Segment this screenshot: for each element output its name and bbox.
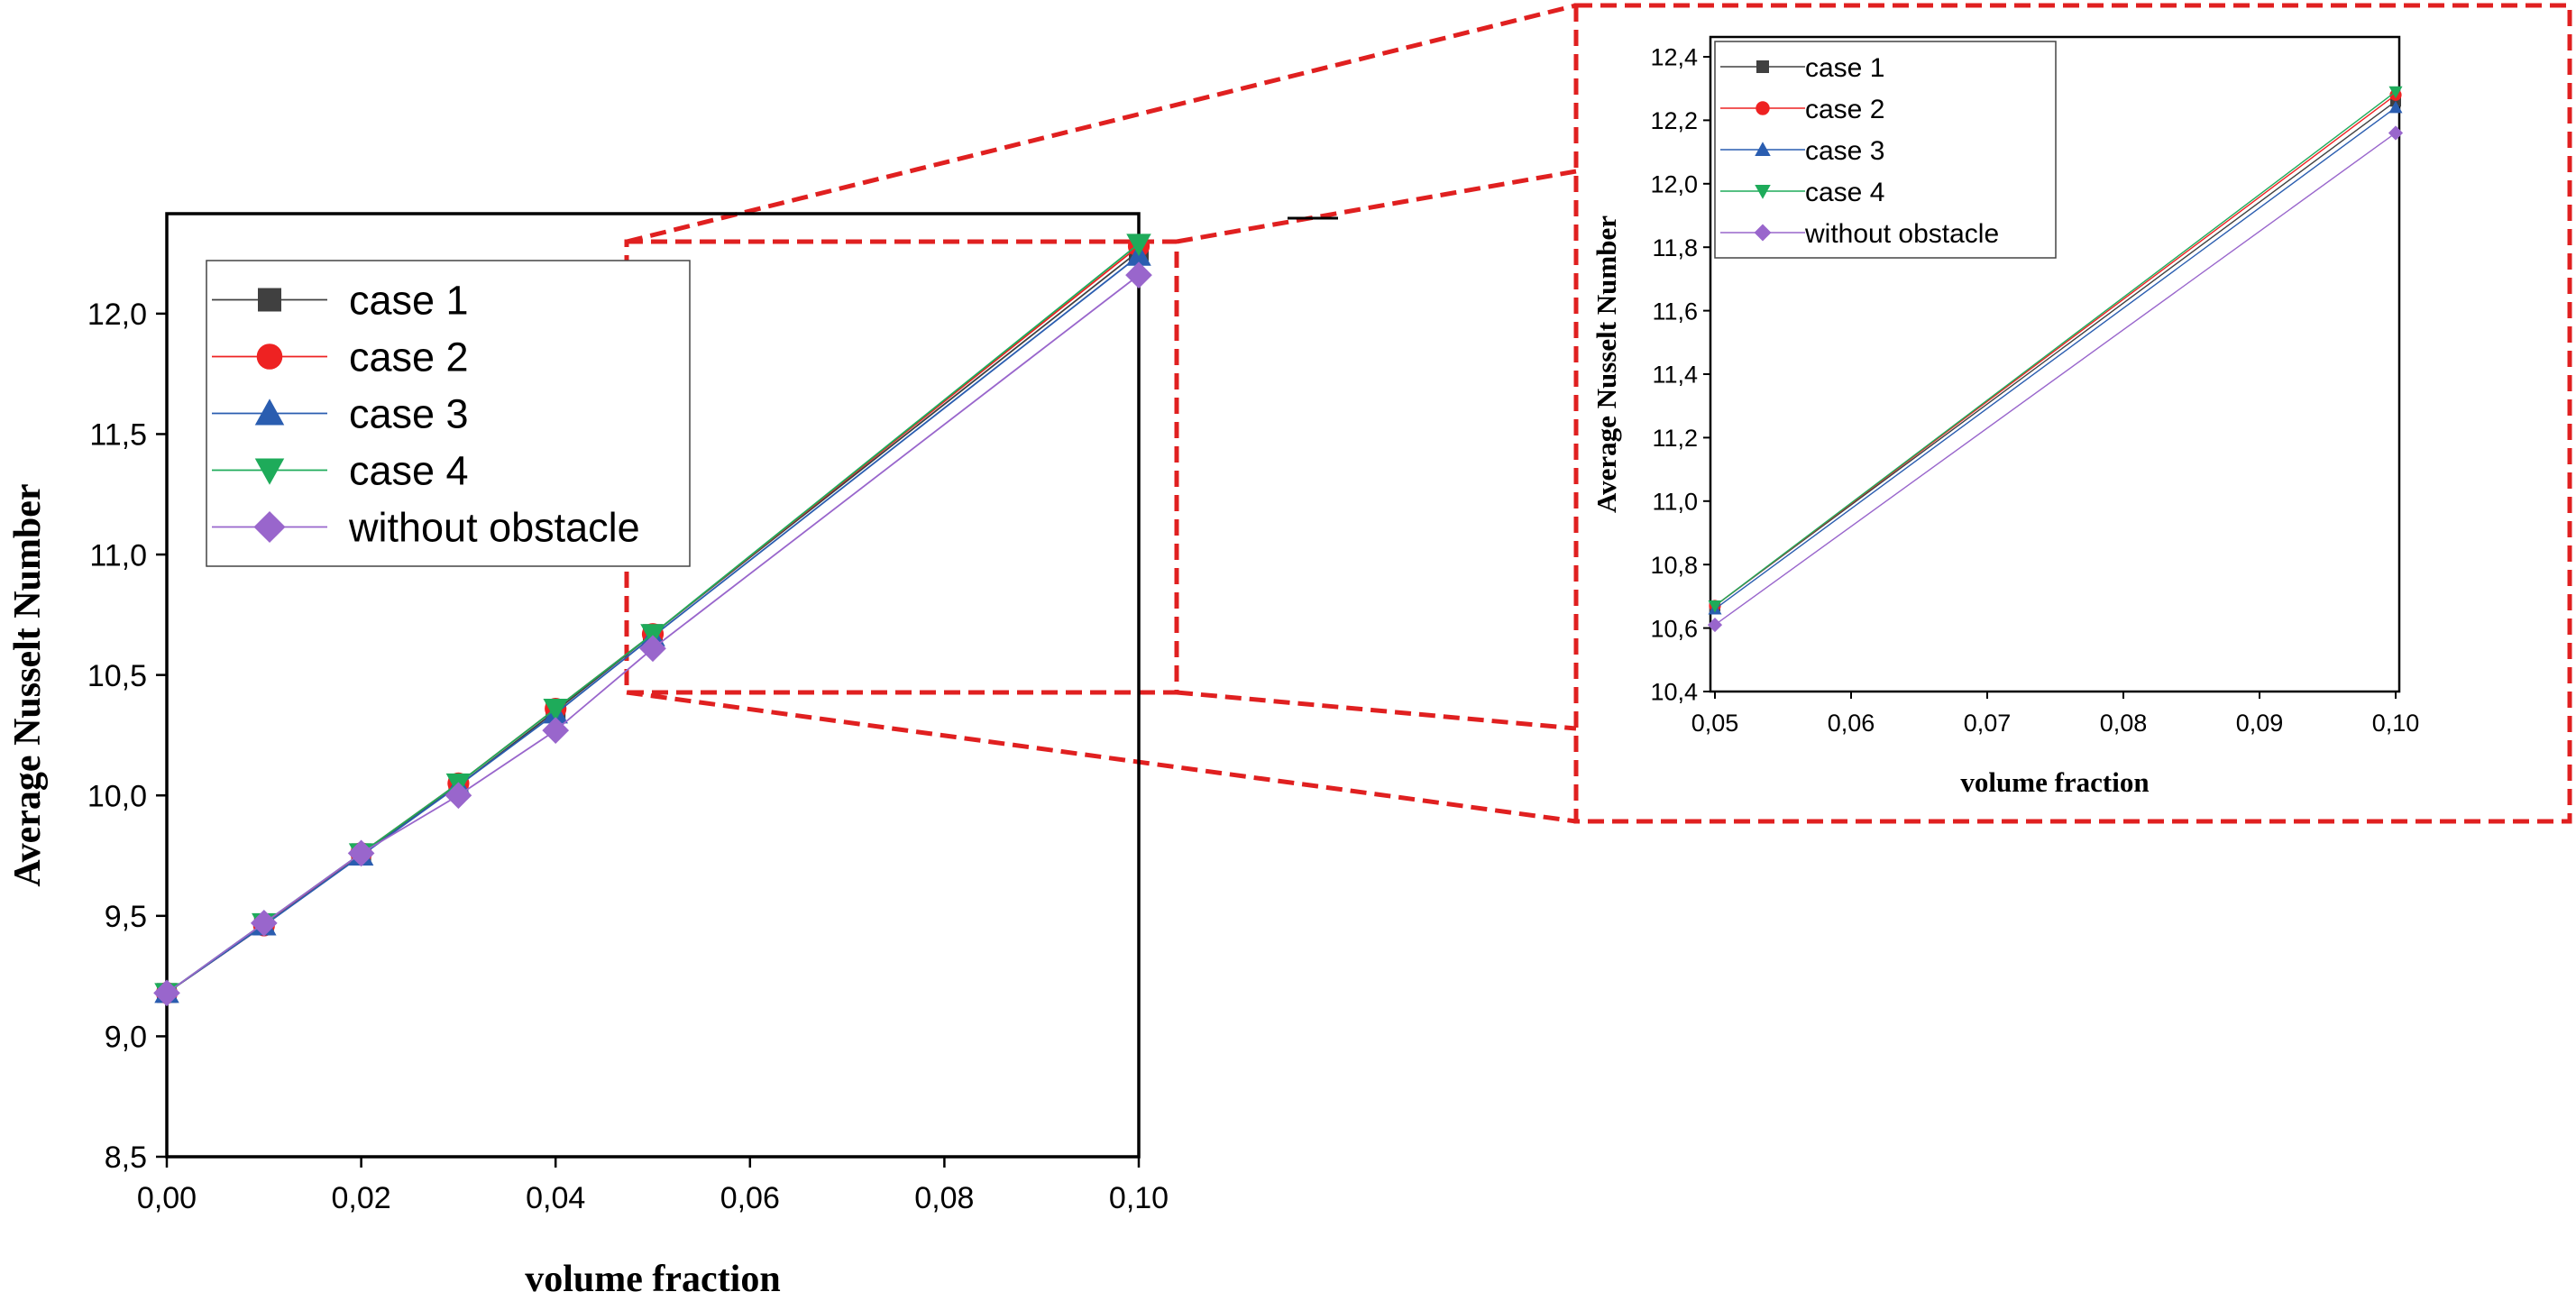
legend-marker — [1756, 60, 1769, 73]
zoom-connector-line — [626, 690, 1577, 824]
legend-marker — [258, 288, 281, 312]
data-point-series-3 — [2388, 100, 2403, 114]
zoom-connector-line — [626, 3, 1577, 244]
x-tick-label: 0,09 — [2236, 710, 2284, 737]
data-point-series-5 — [542, 717, 570, 744]
zoom-connectors — [624, 3, 2572, 824]
zoom-inset-frame — [1573, 3, 2572, 824]
data-point-series-5 — [250, 909, 278, 937]
y-tick-label: 9,5 — [105, 900, 147, 934]
data-point-series-5 — [639, 635, 666, 663]
y-tick-label: 10,5 — [87, 659, 147, 693]
legend-label: case 2 — [1805, 95, 1884, 124]
zoom-connector-line — [1176, 690, 1577, 731]
x-tick-label: 0,04 — [526, 1181, 585, 1215]
x-tick-label: 0,08 — [2100, 710, 2148, 737]
legend-label: without obstacle — [1804, 219, 1999, 249]
y-tick-label: 11,0 — [1652, 489, 1698, 516]
x-tick-label: 0,10 — [2372, 710, 2420, 737]
zoom-inset-chart: 0,05 0,06 0,07 0,08 0,09 0,10 10,4 10,6 10,8 11,0… — [1591, 35, 2420, 798]
y-tick-label: 11,6 — [1652, 298, 1698, 325]
data-point-series-5 — [2388, 125, 2404, 141]
legend-label: case 4 — [349, 448, 469, 494]
y-tick-label: 12,4 — [1650, 44, 1698, 71]
legend-marker — [1755, 142, 1771, 156]
legend-label: case 1 — [349, 278, 469, 324]
data-point-series-5 — [347, 839, 375, 867]
x-tick-label: 0,08 — [914, 1181, 974, 1215]
data-point-series-5 — [1707, 617, 1723, 633]
zoom-source-box — [624, 239, 1179, 695]
legend-label: case 2 — [349, 334, 469, 380]
y-axis-title: Average Nusselt Number — [1591, 215, 1622, 513]
legend-marker — [253, 510, 286, 544]
series-line-4 — [1714, 91, 2397, 607]
legend-marker — [254, 458, 285, 485]
series-line-3 — [1714, 106, 2397, 610]
x-tick-label: 0,02 — [332, 1181, 391, 1215]
y-tick-label: 11,0 — [89, 538, 147, 573]
y-tick-label: 11,2 — [1652, 425, 1698, 452]
legend-label: case 4 — [1805, 178, 1884, 207]
y-tick-label: 12,0 — [87, 298, 147, 332]
x-tick-label: 0,06 — [1828, 710, 1875, 737]
series-line-1 — [1714, 100, 2397, 607]
y-tick-label: 10,4 — [1650, 679, 1698, 706]
x-tick-label: 0,00 — [137, 1181, 197, 1215]
data-point-series-5 — [153, 979, 180, 1007]
main-chart: 0,00 0,02 0,04 0,06 0,08 0,10 8,5 9,0 9,5 10,0 10,… — [7, 212, 1169, 1300]
x-axis-title: volume fraction — [525, 1259, 780, 1300]
y-tick-label: 12,0 — [1650, 171, 1698, 198]
legend-marker — [1754, 224, 1772, 242]
legend-marker — [256, 344, 283, 370]
legend-label: case 3 — [349, 391, 469, 437]
plot-frame — [1709, 35, 2401, 693]
zoom-connector-line — [1176, 169, 1577, 244]
y-tick-label: 8,5 — [105, 1141, 147, 1175]
y-tick-label: 11,5 — [89, 418, 147, 453]
data-point-series-5 — [1125, 261, 1152, 289]
legend-marker — [254, 399, 285, 426]
y-tick-label: 10,6 — [1650, 615, 1698, 642]
y-tick-label: 10,0 — [87, 779, 147, 813]
x-tick-label: 0,06 — [720, 1181, 780, 1215]
y-tick-label: 11,8 — [1652, 234, 1698, 261]
y-axis-title: Average Nusselt Number — [7, 483, 49, 886]
x-tick-label: 0,07 — [1964, 710, 2012, 737]
data-point-series-4 — [1708, 600, 1722, 613]
data-point-series-4 — [1126, 234, 1151, 257]
y-tick-label: 9,0 — [105, 1021, 147, 1055]
legend-marker — [1756, 101, 1770, 115]
data-point-series-4 — [2388, 86, 2403, 99]
y-tick-label: 11,4 — [1652, 362, 1698, 389]
y-tick-label: 12,2 — [1650, 107, 1698, 134]
legend-label: case 1 — [1805, 53, 1884, 83]
x-tick-label: 0,10 — [1109, 1181, 1169, 1215]
data-point-series-4 — [543, 699, 568, 721]
legend-marker — [1755, 185, 1771, 199]
legend-label: case 3 — [1805, 136, 1884, 166]
x-tick-label: 0,05 — [1691, 710, 1739, 737]
plot-frame — [165, 212, 1141, 1159]
series-line-5 — [1714, 132, 2397, 626]
y-tick-label: 10,8 — [1650, 552, 1698, 579]
legend-label: without obstacle — [348, 505, 640, 551]
x-axis-title: volume fraction — [1960, 766, 2149, 798]
data-point-series-5 — [445, 782, 472, 810]
